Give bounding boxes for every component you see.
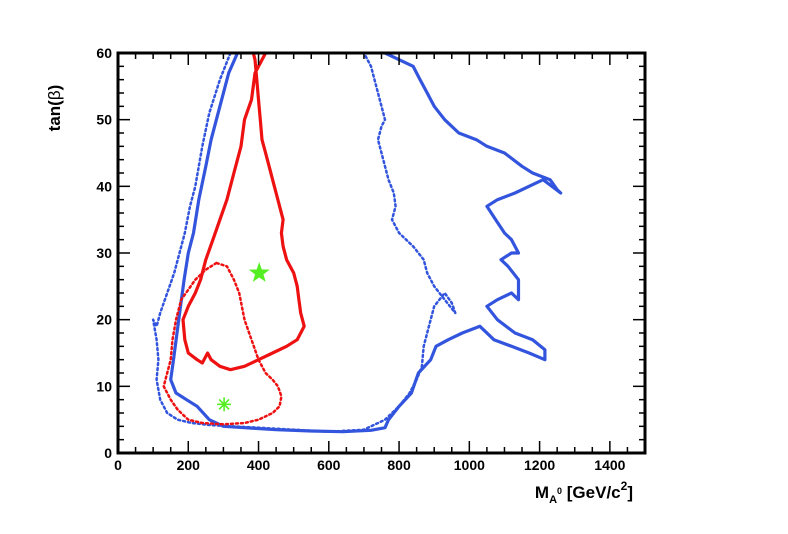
x-tick-label: 0 <box>114 457 122 473</box>
y-axis-label: tan(β) <box>45 85 64 132</box>
y-tick-label: 40 <box>96 178 112 194</box>
x-tick-label: 800 <box>387 457 411 473</box>
x-tick-label: 1400 <box>594 457 625 473</box>
contour-series-3 <box>162 261 283 426</box>
contour-series-1 <box>151 53 457 433</box>
x-axis-label-main: M <box>535 483 549 502</box>
x-tick-label: 1200 <box>524 457 555 473</box>
x-axis-label-units-sup: 2 <box>621 479 628 493</box>
y-tick-label: 30 <box>96 245 112 261</box>
y-axis-label-main: tan( <box>45 100 64 132</box>
x-axis-label: MA0 [GeV/c2] <box>535 479 633 506</box>
x-tick-labels: 0 200 400 600 800 1000 1200 1400 <box>114 457 626 473</box>
y-tick-label: 50 <box>96 112 112 128</box>
y-tick-label: 10 <box>96 378 112 394</box>
contour-series-2 <box>181 53 306 372</box>
x-axis-label-sub: A <box>549 494 557 506</box>
contour-series-0 <box>169 53 563 434</box>
y-tick-label: 0 <box>104 445 112 461</box>
star-marker-0 <box>248 261 270 282</box>
y-axis-label-greek: β <box>45 90 64 100</box>
y-tick-labels: 0 10 20 30 40 50 60 <box>96 45 112 461</box>
y-tick-label: 20 <box>96 312 112 328</box>
x-axis-label-sub-sup: 0 <box>557 486 562 496</box>
x-tick-label: 200 <box>177 457 201 473</box>
x-tick-label: 1000 <box>454 457 485 473</box>
marker-group <box>217 261 270 412</box>
x-tick-label: 600 <box>317 457 341 473</box>
y-axis-label-close: ) <box>45 85 64 91</box>
x-tick-label: 400 <box>247 457 271 473</box>
axis-ticks <box>117 52 646 454</box>
x-axis-label-close: ] <box>627 483 633 502</box>
asterisk-marker-1 <box>217 397 232 412</box>
contour-series-group <box>151 53 563 434</box>
plot-frame <box>116 51 647 455</box>
x-axis-label-units: [GeV/c <box>562 483 621 502</box>
y-tick-label: 60 <box>96 45 112 61</box>
